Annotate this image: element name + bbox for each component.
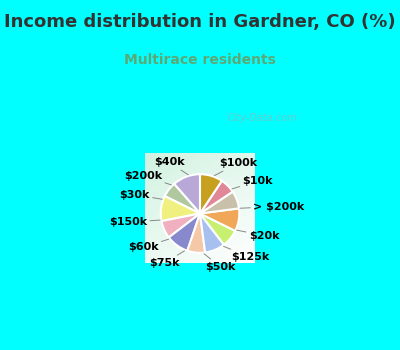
Text: Multirace residents: Multirace residents bbox=[124, 53, 276, 67]
Text: $150k: $150k bbox=[109, 217, 160, 227]
Text: > $200k: > $200k bbox=[240, 202, 304, 211]
Text: $10k: $10k bbox=[232, 176, 273, 189]
Text: $60k: $60k bbox=[128, 239, 169, 252]
Text: $50k: $50k bbox=[204, 254, 236, 272]
Wedge shape bbox=[161, 196, 200, 221]
Wedge shape bbox=[200, 192, 239, 214]
Wedge shape bbox=[162, 214, 200, 237]
Text: $75k: $75k bbox=[149, 251, 184, 268]
Text: Income distribution in Gardner, CO (%): Income distribution in Gardner, CO (%) bbox=[4, 13, 396, 30]
Text: $40k: $40k bbox=[154, 157, 188, 175]
Text: $20k: $20k bbox=[237, 230, 279, 240]
Text: City-Data.com: City-Data.com bbox=[228, 113, 298, 123]
Wedge shape bbox=[200, 214, 235, 245]
Wedge shape bbox=[169, 214, 200, 251]
Wedge shape bbox=[200, 181, 233, 214]
Wedge shape bbox=[200, 208, 239, 231]
Wedge shape bbox=[200, 214, 224, 252]
Wedge shape bbox=[187, 214, 205, 253]
Wedge shape bbox=[174, 174, 200, 214]
Text: $30k: $30k bbox=[120, 190, 162, 200]
Wedge shape bbox=[200, 174, 222, 214]
Text: $125k: $125k bbox=[224, 246, 270, 262]
Wedge shape bbox=[165, 184, 200, 213]
Text: $100k: $100k bbox=[214, 159, 257, 176]
Text: $200k: $200k bbox=[124, 171, 172, 185]
